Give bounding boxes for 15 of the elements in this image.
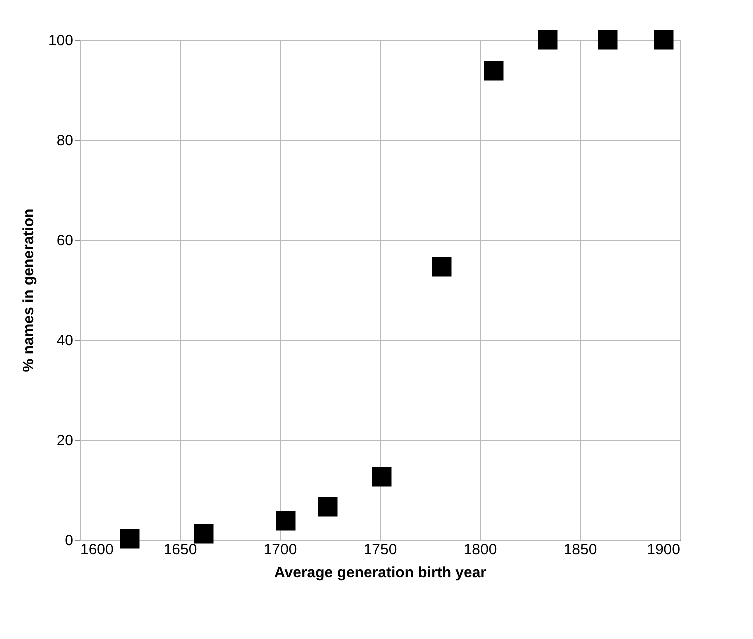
- x-axis-title: Average generation birth year: [274, 564, 487, 582]
- x-tick-label: 1850: [564, 542, 598, 558]
- y-tick-label: 100: [48, 32, 74, 50]
- x-tick-label: 1750: [364, 542, 398, 558]
- y-tick-label: 20: [56, 432, 74, 450]
- x-tick-label: 1700: [264, 542, 298, 558]
- x-tick-label: 1900: [647, 542, 680, 558]
- x-tick-label: 1600: [80, 542, 114, 558]
- y-tick-label: 80: [56, 132, 74, 150]
- y-axis-title: % names in generation: [20, 208, 38, 372]
- y-tick-label: 0: [65, 532, 74, 550]
- y-tick-label: 60: [56, 232, 74, 250]
- y-tick-label: 40: [56, 332, 74, 350]
- x-tick-label: 1800: [464, 542, 498, 558]
- x-tick-label: 1650: [164, 542, 198, 558]
